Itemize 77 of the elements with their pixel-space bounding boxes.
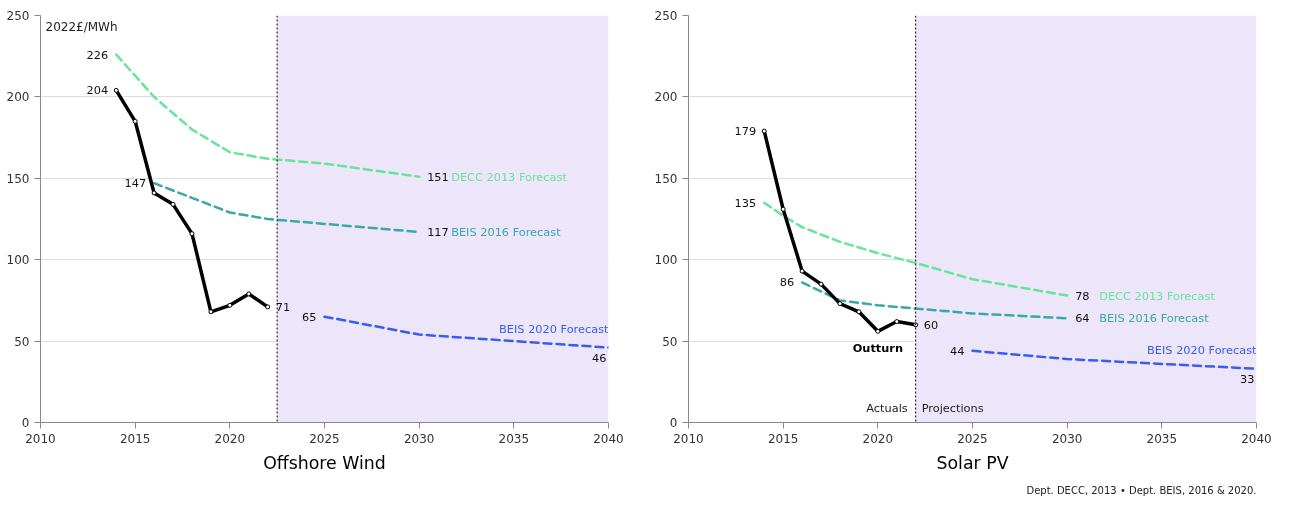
- y-tick-label: 200: [6, 90, 30, 105]
- data-label: 226: [86, 47, 109, 62]
- y-tick-label: 250: [654, 9, 678, 23]
- data-label: 60: [923, 317, 939, 332]
- data-label: 86: [779, 275, 795, 290]
- annotation: Actuals: [866, 400, 908, 415]
- text: BEIS 2016 Forecast: [451, 225, 562, 240]
- data-label: 179: [734, 124, 757, 139]
- x-tick-label: 2025: [957, 431, 988, 446]
- series-label: BEIS 2020 Forecast: [1147, 342, 1258, 357]
- text: DECC 2013 Forecast: [1099, 288, 1216, 303]
- point: [132, 118, 138, 124]
- point: [799, 268, 805, 274]
- point: [837, 301, 843, 307]
- point: [227, 302, 233, 308]
- series-label: Outturn: [852, 341, 903, 356]
- series-label: BEIS 2020 Forecast: [499, 321, 610, 336]
- y-tick-label: 150: [654, 171, 678, 186]
- line-series: [323, 315, 609, 349]
- data-label: 64: [1075, 311, 1090, 326]
- y-tick-label: 0: [21, 416, 30, 430]
- point: [875, 328, 881, 334]
- point: [761, 128, 767, 134]
- data-label: 151: [427, 169, 449, 184]
- x-tick-label: 2040: [1241, 431, 1272, 446]
- x-tick-label: 2015: [767, 431, 799, 446]
- y-tick-label: 100: [6, 253, 30, 268]
- point: [189, 231, 195, 237]
- y-tick-label: 50: [662, 334, 678, 349]
- point: [208, 309, 214, 315]
- x-tick-label: 2040: [593, 431, 624, 446]
- point: [913, 322, 919, 328]
- point: [246, 291, 252, 297]
- x-tick-label: 2020: [862, 431, 894, 446]
- y-tick-label: 250: [6, 9, 30, 23]
- line-series: [762, 201, 1069, 297]
- y-tick-label: 50: [14, 334, 30, 349]
- x-tick-label: 2030: [1051, 431, 1083, 446]
- point: [818, 281, 824, 287]
- y-axis-title: 2022£/MWh: [45, 19, 118, 34]
- text: Dept. DECC, 2013 • Dept. BEIS, 2016 & 2020.: [1026, 484, 1257, 496]
- data-label: 71: [275, 299, 291, 314]
- text: Offshore Wind: [263, 452, 386, 473]
- data-label: 33: [1240, 371, 1255, 386]
- point: [170, 201, 176, 207]
- point: [265, 304, 271, 310]
- annotation: Projections: [921, 400, 984, 415]
- point: [151, 190, 157, 196]
- x-tick-label: 2035: [498, 431, 530, 446]
- data-label: 65: [302, 309, 317, 324]
- text: Solar PV: [936, 452, 1009, 473]
- x-tick-label: 2020: [214, 431, 246, 446]
- x-tick-label: 2025: [309, 431, 340, 446]
- line-series: [114, 53, 421, 178]
- data-label: 204: [86, 83, 109, 98]
- x-tick-label: 2035: [1146, 431, 1178, 446]
- data-label: 46: [592, 350, 607, 365]
- x-tick-label: 2010: [673, 431, 704, 446]
- data-label: 78: [1075, 288, 1090, 303]
- point: [894, 319, 900, 325]
- x-tick-label: 2015: [119, 431, 151, 446]
- text: BEIS 2016 Forecast: [1099, 311, 1210, 326]
- x-tick-label: 2030: [403, 431, 435, 446]
- point: [856, 309, 862, 315]
- data-label: 135: [734, 195, 757, 210]
- data-label: 117: [427, 225, 449, 240]
- y-tick-label: 200: [654, 90, 678, 105]
- x-tick-label: 2010: [25, 431, 56, 446]
- y-tick-label: 100: [654, 253, 678, 268]
- data-label: 44: [950, 343, 965, 358]
- y-tick-label: 0: [669, 416, 678, 430]
- point: [113, 87, 119, 93]
- point: [780, 206, 786, 212]
- y-tick-label: 150: [6, 171, 30, 186]
- line-series: [800, 281, 1069, 320]
- text: DECC 2013 Forecast: [451, 169, 568, 184]
- data-label: 147: [124, 176, 147, 191]
